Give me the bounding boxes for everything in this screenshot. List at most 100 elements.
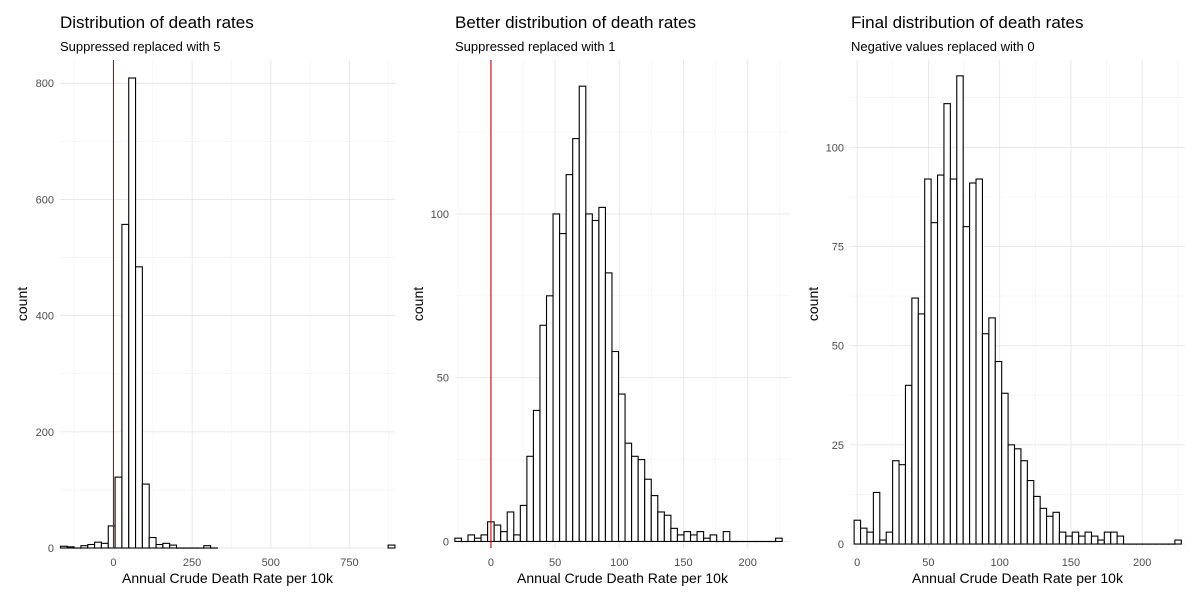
x-axis-label: Annual Crude Death Rate per 10k bbox=[122, 570, 334, 586]
histogram-bar bbox=[60, 546, 67, 548]
histogram-bar bbox=[625, 443, 632, 541]
histogram-bar bbox=[664, 515, 671, 541]
histogram-bar bbox=[481, 535, 488, 542]
histogram-bar bbox=[886, 532, 892, 544]
histogram-bar bbox=[995, 362, 1001, 545]
chart-title: Better distribution of death rates bbox=[455, 13, 696, 32]
histogram-bar bbox=[912, 298, 918, 544]
histogram-bar bbox=[723, 532, 730, 542]
histogram-bar bbox=[658, 512, 665, 541]
histogram-bar bbox=[677, 535, 684, 542]
histogram-bar bbox=[67, 547, 74, 548]
histogram-bar bbox=[619, 394, 626, 541]
histogram-bar bbox=[944, 104, 950, 544]
histogram-bar bbox=[684, 532, 691, 542]
x-axis-label: Annual Crude Death Rate per 10k bbox=[517, 570, 729, 586]
y-tick-label: 50 bbox=[437, 373, 449, 385]
y-tick-label: 100 bbox=[431, 209, 449, 221]
histogram-bar bbox=[560, 234, 567, 542]
histogram-bar bbox=[645, 479, 652, 541]
histogram-bar bbox=[873, 492, 879, 544]
histogram-bar bbox=[976, 179, 982, 544]
histogram-bar bbox=[1104, 532, 1110, 544]
y-tick-label: 25 bbox=[832, 440, 844, 452]
histogram-bar bbox=[170, 545, 177, 548]
histogram-bar bbox=[632, 456, 639, 541]
histogram-bar bbox=[1175, 540, 1181, 544]
histogram-bar bbox=[553, 214, 560, 542]
histogram-bar bbox=[599, 207, 606, 541]
histogram-bar bbox=[918, 314, 924, 544]
histogram-bar bbox=[136, 267, 143, 548]
histogram-bar bbox=[388, 545, 395, 548]
y-tick-label: 600 bbox=[36, 194, 54, 206]
histogram-bar bbox=[108, 526, 115, 548]
histogram-bar bbox=[710, 535, 717, 542]
histogram-bar bbox=[899, 465, 905, 544]
y-axis-label: count bbox=[805, 287, 821, 321]
x-tick-label: 150 bbox=[674, 557, 692, 569]
histogram-bar bbox=[1047, 516, 1053, 544]
histogram-bar bbox=[533, 410, 540, 541]
y-tick-label: 0 bbox=[443, 536, 449, 548]
histogram-bar bbox=[931, 223, 937, 544]
histogram-bar bbox=[893, 461, 899, 544]
histogram-bar bbox=[925, 179, 931, 544]
y-tick-label: 50 bbox=[832, 341, 844, 353]
histogram-bar bbox=[566, 175, 573, 542]
histogram-bar bbox=[938, 175, 944, 544]
histogram-bar bbox=[149, 538, 156, 548]
histogram-bar bbox=[527, 456, 534, 541]
histogram-bar bbox=[586, 214, 593, 542]
histogram-bar bbox=[507, 512, 514, 541]
histogram-bar bbox=[950, 179, 956, 544]
histogram-bar bbox=[1085, 532, 1091, 544]
histogram-bar bbox=[1034, 496, 1040, 544]
histogram-bar bbox=[1008, 445, 1014, 544]
y-tick-label: 0 bbox=[838, 539, 844, 551]
histogram-bar bbox=[540, 325, 547, 541]
histogram-bar bbox=[122, 224, 129, 548]
chart-title: Final distribution of death rates bbox=[851, 13, 1083, 32]
histogram-bar bbox=[1015, 449, 1021, 544]
histogram-bar bbox=[88, 545, 95, 548]
histogram-bar bbox=[204, 546, 211, 548]
histogram-bar bbox=[704, 538, 711, 541]
y-axis-label: count bbox=[410, 287, 426, 321]
histogram-bar bbox=[547, 296, 554, 542]
y-tick-label: 800 bbox=[36, 78, 54, 90]
histogram-bar bbox=[776, 538, 783, 541]
histogram-bar bbox=[156, 545, 163, 548]
histogram-bar bbox=[81, 546, 88, 548]
x-tick-label: 200 bbox=[1133, 557, 1151, 569]
histogram-bar bbox=[142, 484, 149, 548]
x-tick-label: 250 bbox=[183, 557, 201, 569]
y-axis-label: count bbox=[14, 287, 30, 321]
y-tick-label: 100 bbox=[826, 142, 844, 154]
x-tick-label: 50 bbox=[549, 557, 561, 569]
chart-subtitle: Negative values replaced with 0 bbox=[851, 39, 1035, 54]
histogram-bar bbox=[671, 528, 678, 541]
histogram-bar bbox=[494, 525, 501, 541]
histogram-bar bbox=[612, 351, 619, 541]
x-tick-label: 0 bbox=[110, 557, 116, 569]
histogram-bar bbox=[1117, 536, 1123, 544]
histogram-bar bbox=[697, 532, 704, 542]
histogram-bar bbox=[970, 183, 976, 544]
histogram-bar bbox=[592, 220, 599, 541]
histogram-bar bbox=[854, 520, 860, 544]
x-tick-label: 100 bbox=[991, 557, 1009, 569]
x-tick-label: 750 bbox=[340, 557, 358, 569]
histogram-bar bbox=[1091, 536, 1097, 544]
x-tick-label: 0 bbox=[488, 557, 494, 569]
histogram-bar bbox=[1079, 536, 1085, 544]
histogram-bar bbox=[579, 86, 586, 541]
x-tick-label: 200 bbox=[738, 557, 756, 569]
histogram-bar bbox=[605, 273, 612, 542]
histogram-bar bbox=[867, 532, 873, 544]
histogram-bar bbox=[573, 139, 580, 542]
x-axis-label: Annual Crude Death Rate per 10k bbox=[912, 570, 1124, 586]
histogram-bar bbox=[1072, 532, 1078, 544]
